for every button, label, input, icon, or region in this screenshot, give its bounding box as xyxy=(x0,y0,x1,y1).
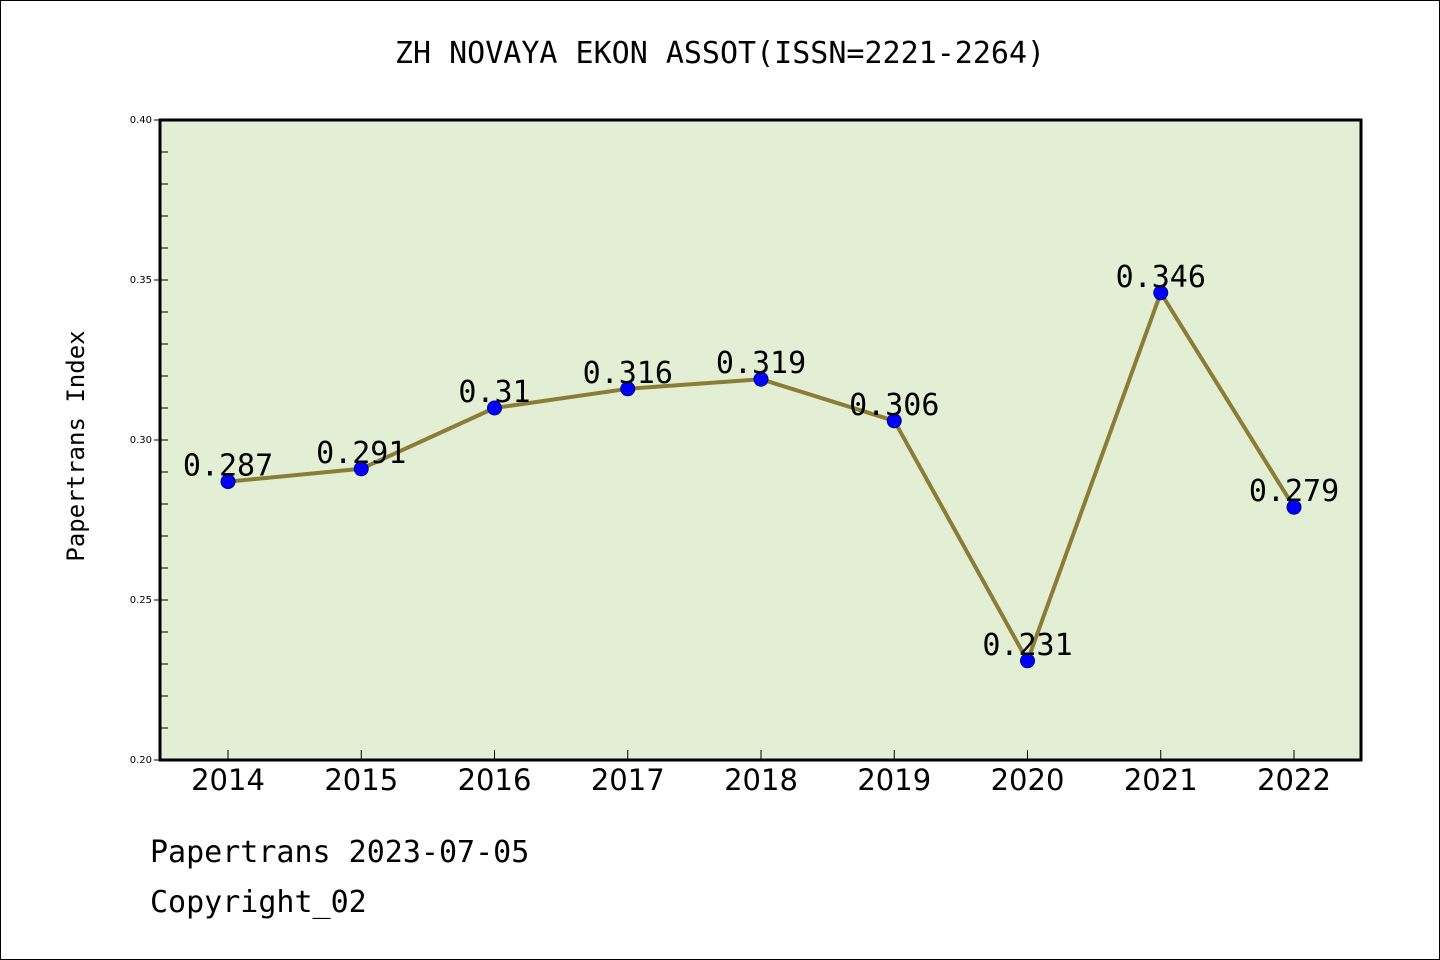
y-axis-ticks: 0.20 0.25 0.30 0.35 0.40 xyxy=(130,115,160,766)
data-point xyxy=(487,400,502,416)
data-point xyxy=(220,474,236,490)
data-point xyxy=(1020,653,1035,669)
data-point xyxy=(1286,499,1302,515)
data-point xyxy=(1153,285,1169,301)
data-label: 0.291 xyxy=(316,436,406,471)
footer-copyright: Copyright_02 xyxy=(150,885,367,920)
x-tick-label: 2022 xyxy=(1257,763,1331,797)
y-tick-label: 0.20 xyxy=(130,755,152,766)
data-label: 0.346 xyxy=(1116,260,1206,295)
data-label: 0.319 xyxy=(716,346,806,381)
x-axis-ticks: 2014 2015 2016 2017 2018 2019 2020 2021 2022 xyxy=(191,750,1331,797)
data-point xyxy=(753,371,769,387)
data-label: 0.306 xyxy=(849,388,939,423)
data-label: 0.316 xyxy=(583,356,673,391)
y-tick-label: 0.30 xyxy=(130,435,152,446)
data-point xyxy=(353,461,369,477)
footer-date: Papertrans 2023-07-05 xyxy=(150,835,530,870)
plot-area xyxy=(160,120,1361,760)
x-tick-label: 2018 xyxy=(724,763,798,797)
x-tick-label: 2020 xyxy=(991,763,1065,797)
x-tick-label: 2019 xyxy=(857,763,931,797)
data-point xyxy=(620,381,636,397)
data-label: 0.231 xyxy=(982,628,1072,663)
data-label: 0.279 xyxy=(1249,474,1339,509)
x-tick-label: 2015 xyxy=(324,763,398,797)
x-tick-label: 2021 xyxy=(1124,763,1198,797)
y-tick-label: 0.35 xyxy=(130,275,152,286)
chart-title: ZH NOVAYA EKON ASSOT(ISSN=2221-2264) xyxy=(394,36,1046,71)
data-markers xyxy=(220,285,1302,669)
plot-border xyxy=(158,118,1363,762)
y-tick-label: 0.40 xyxy=(130,115,152,126)
data-label: 0.31 xyxy=(458,375,530,410)
data-point xyxy=(886,413,902,429)
data-label: 0.287 xyxy=(183,449,273,484)
data-labels: 0.287 0.291 0.31 0.316 0.319 0.306 0.231 0.346 0… xyxy=(183,260,1339,663)
x-tick-label: 2017 xyxy=(591,763,665,797)
x-tick-label: 2016 xyxy=(458,763,532,797)
x-tick-label: 2014 xyxy=(191,763,265,797)
y-tick-label: 0.25 xyxy=(130,595,152,606)
